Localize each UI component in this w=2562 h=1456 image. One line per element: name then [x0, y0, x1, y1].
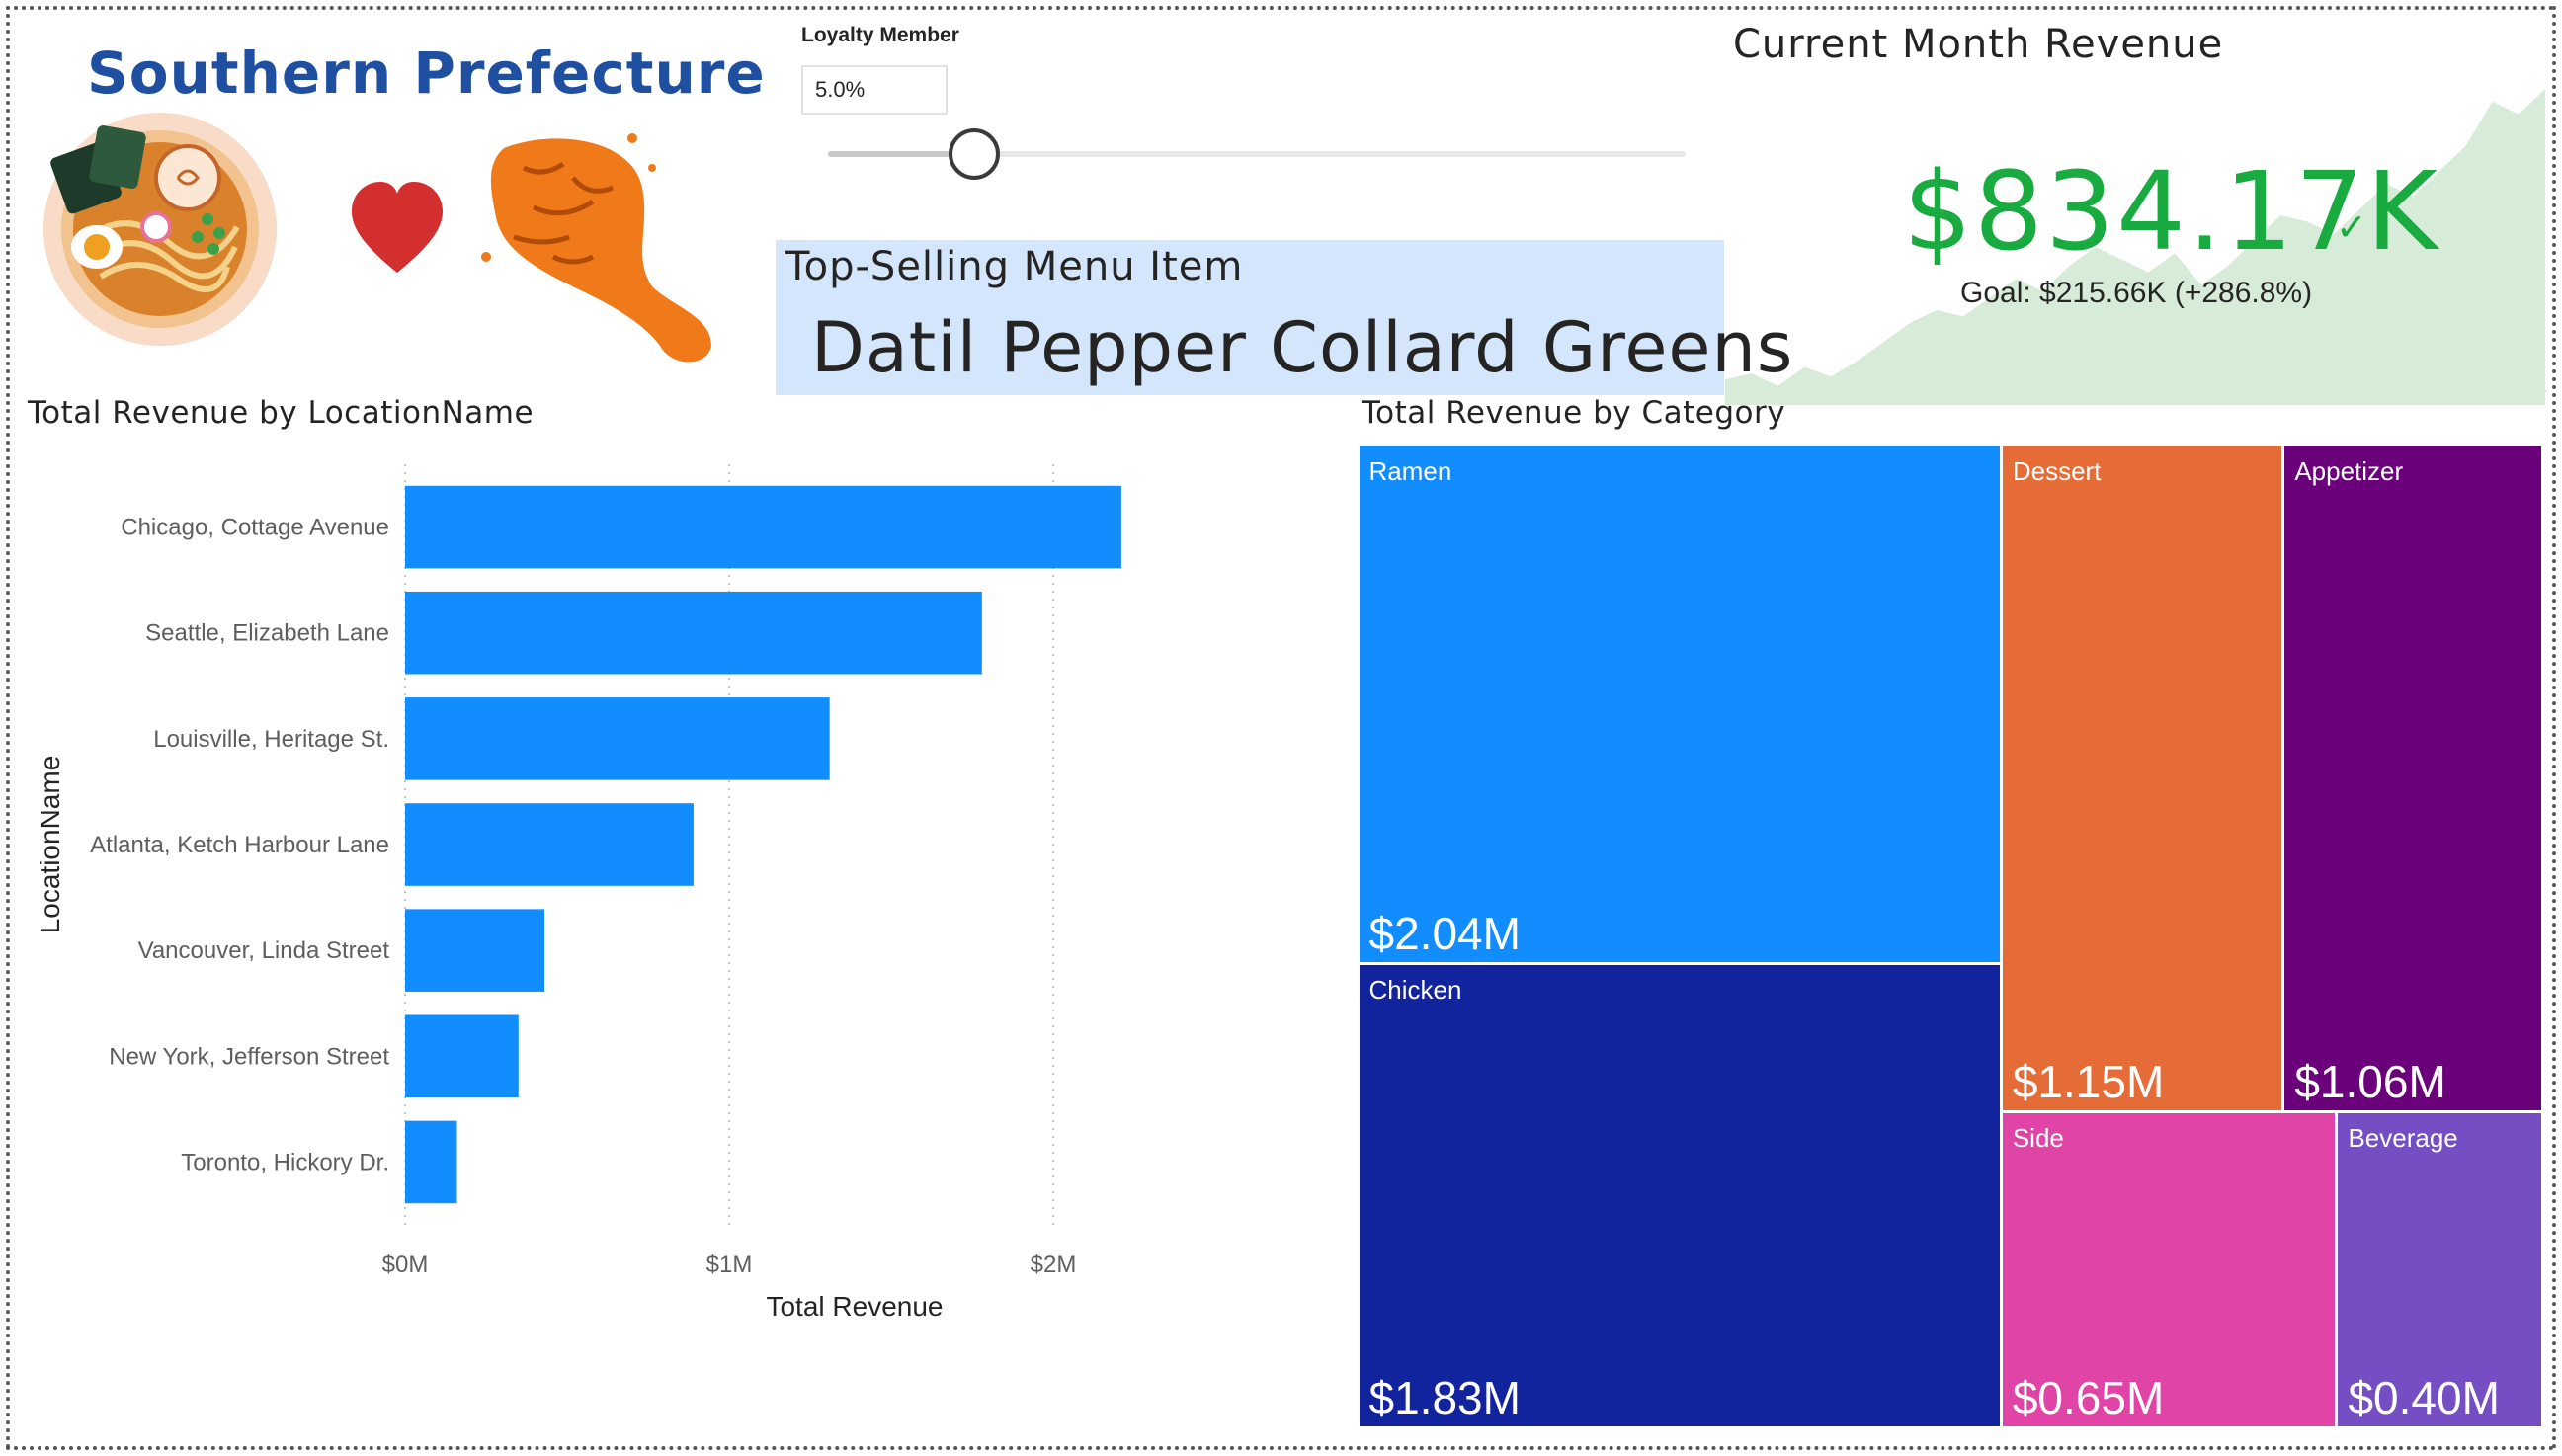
brand-logo: Southern Prefecture	[40, 30, 771, 365]
treemap-tile-value: $0.65M	[2012, 1372, 2165, 1424]
logo-illustration	[43, 113, 711, 363]
ramen-bowl-icon	[43, 113, 277, 346]
kpi-title: Current Month Revenue	[1733, 22, 2224, 67]
brand-title: Southern Prefecture	[87, 40, 766, 107]
treemap-tile-label: Chicken	[1368, 974, 1462, 1005]
treemap-tile-value: $1.15M	[2012, 1055, 2165, 1107]
treemap-tile-chicken[interactable]: Chicken $1.83M	[1359, 964, 2000, 1427]
bar	[405, 803, 694, 886]
y-tick-label: Vancouver, Linda Street	[138, 937, 390, 964]
x-tick-label: $1M	[706, 1252, 753, 1278]
y-tick-label: Louisville, Heritage St.	[153, 726, 389, 753]
treemap-tile-value: $2.04M	[1368, 907, 1521, 959]
treemap-title: Total Revenue by Category	[1362, 395, 1786, 431]
y-tick-label: Seattle, Elizabeth Lane	[145, 620, 389, 647]
treemap-tile-label: Side	[2012, 1122, 2064, 1153]
current-month-revenue-kpi[interactable]: Current Month Revenue $834.17K ✓ Goal: $…	[1725, 20, 2547, 405]
y-axis-label: LocationName	[35, 756, 65, 934]
treemap-area: Ramen $2.04M Chicken $1.83M Dessert $1.15M App…	[1358, 445, 2543, 1428]
treemap-tile-value: $1.06M	[2294, 1055, 2446, 1107]
treemap-tile-dessert[interactable]: Dessert $1.15M	[2002, 445, 2282, 1110]
heart-icon	[352, 182, 443, 273]
slicer-title: Loyalty Member	[801, 24, 959, 46]
x-tick-label: $0M	[382, 1252, 429, 1278]
top-selling-title: Top-Selling Menu Item	[785, 244, 1244, 289]
y-tick-label: Toronto, Hickory Dr.	[181, 1149, 389, 1175]
bar-chart-title: Total Revenue by LocationName	[28, 395, 535, 431]
treemap-tile-ramen[interactable]: Ramen $2.04M	[1359, 445, 2000, 962]
treemap-tile-beverage[interactable]: Beverage $0.40M	[2338, 1112, 2542, 1427]
kpi-value: $834.17K	[1903, 148, 2440, 275]
top-selling-card: Top-Selling Menu Item Datil Pepper Colla…	[776, 240, 1792, 395]
checkmark-icon: ✓	[2336, 205, 2367, 249]
treemap-tile-label: Appetizer	[2294, 455, 2404, 486]
treemap-tile-label: Beverage	[2348, 1122, 2458, 1153]
y-tick-label: New York, Jefferson Street	[109, 1043, 389, 1070]
report-frame	[6, 6, 2556, 1450]
treemap-tile-side[interactable]: Side $0.65M	[2002, 1112, 2336, 1427]
loyalty-value-input[interactable]	[801, 65, 948, 115]
bar	[405, 485, 1121, 569]
treemap-tile-label: Dessert	[2012, 455, 2102, 486]
treemap-tile-label: Ramen	[1368, 455, 1452, 486]
bar	[405, 591, 982, 675]
y-tick-label: Atlanta, Ketch Harbour Lane	[90, 832, 389, 858]
fried-chicken-icon	[481, 133, 711, 363]
x-axis-label: Total Revenue	[766, 1291, 943, 1322]
loyalty-member-slicer: Loyalty Member	[798, 24, 1688, 180]
kpi-trend-area	[1725, 89, 2545, 405]
bar	[405, 909, 545, 992]
slider-handle[interactable]	[948, 128, 1000, 180]
revenue-by-category-treemap: Total Revenue by Category Ramen $2.04M Chi…	[1354, 395, 2551, 1442]
bar	[405, 1014, 519, 1098]
treemap-tile-value: $0.40M	[2348, 1372, 2500, 1424]
treemap-tile-appetizer[interactable]: Appetizer $1.06M	[2284, 445, 2542, 1110]
x-tick-label: $2M	[1031, 1252, 1077, 1278]
treemap-tile-value: $1.83M	[1368, 1372, 1521, 1424]
bar-chart-svg: $0M $1M $2M Chicago, Cottage Avenue Seattle,…	[35, 464, 1121, 1322]
revenue-by-location-chart: Total Revenue by LocationName $0M $1M $2M C…	[20, 395, 1344, 1442]
top-selling-value: Datil Pepper Collard Greens	[811, 307, 1794, 388]
y-tick-label: Chicago, Cottage Avenue	[121, 515, 389, 541]
kpi-goal: Goal: $215.66K (+286.8%)	[1960, 277, 2313, 309]
slider-fill	[828, 151, 974, 157]
slider-track[interactable]	[828, 151, 1686, 157]
bar	[405, 1120, 457, 1204]
bar	[405, 697, 830, 780]
